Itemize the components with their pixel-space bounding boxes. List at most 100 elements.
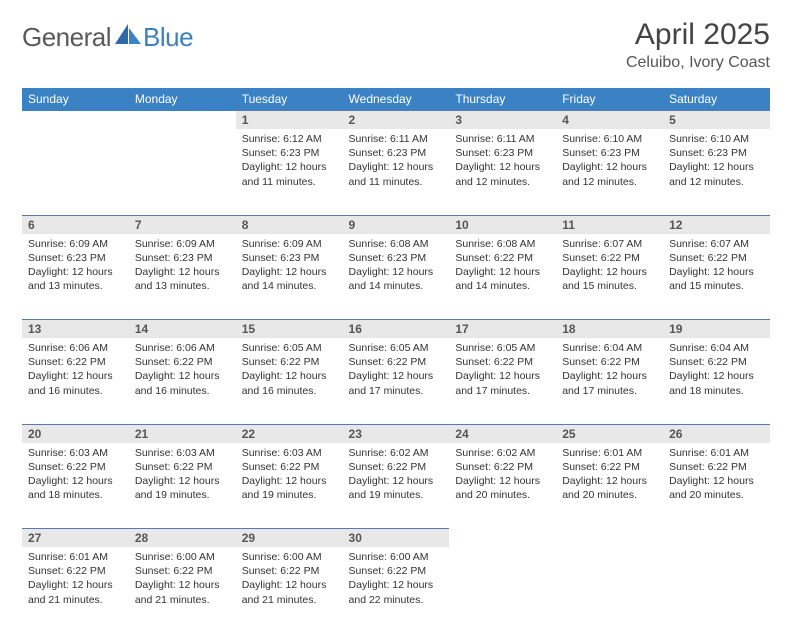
sunset-line: Sunset: 6:22 PM [669,460,764,474]
sunrise-line: Sunrise: 6:05 AM [349,341,444,355]
day-content-cell: Sunrise: 6:00 AMSunset: 6:22 PMDaylight:… [236,547,343,633]
sunrise-line: Sunrise: 6:10 AM [669,132,764,146]
day-number-cell: 25 [556,424,663,443]
day-content-cell: Sunrise: 6:05 AMSunset: 6:22 PMDaylight:… [449,338,556,424]
sunset-line: Sunset: 6:22 PM [135,460,230,474]
sunrise-line: Sunrise: 6:05 AM [242,341,337,355]
sunset-line: Sunset: 6:23 PM [669,146,764,160]
day-number-cell: 16 [343,320,450,339]
sunset-line: Sunset: 6:23 PM [562,146,657,160]
daylight-line: Daylight: 12 hours and 20 minutes. [669,474,764,502]
day-content-cell: Sunrise: 6:03 AMSunset: 6:22 PMDaylight:… [236,443,343,529]
day-number-cell: 23 [343,424,450,443]
day-content-cell: Sunrise: 6:06 AMSunset: 6:22 PMDaylight:… [129,338,236,424]
day-content-cell: Sunrise: 6:03 AMSunset: 6:22 PMDaylight:… [22,443,129,529]
sunrise-line: Sunrise: 6:09 AM [135,237,230,251]
sunset-line: Sunset: 6:22 PM [28,460,123,474]
daylight-line: Daylight: 12 hours and 21 minutes. [135,578,230,606]
day-number-cell: 15 [236,320,343,339]
day-content-cell: Sunrise: 6:06 AMSunset: 6:22 PMDaylight:… [22,338,129,424]
sunset-line: Sunset: 6:22 PM [135,355,230,369]
day-content-cell [22,129,129,215]
day-number-cell: 8 [236,215,343,234]
daylight-line: Daylight: 12 hours and 12 minutes. [562,160,657,188]
daylight-line: Daylight: 12 hours and 20 minutes. [562,474,657,502]
sunset-line: Sunset: 6:22 PM [242,460,337,474]
day-content-cell: Sunrise: 6:04 AMSunset: 6:22 PMDaylight:… [663,338,770,424]
day-number-cell: 27 [22,529,129,548]
day-number-cell: 5 [663,111,770,130]
sunset-line: Sunset: 6:22 PM [455,460,550,474]
day-content-row: Sunrise: 6:03 AMSunset: 6:22 PMDaylight:… [22,443,770,529]
sunrise-line: Sunrise: 6:08 AM [455,237,550,251]
day-content-cell: Sunrise: 6:01 AMSunset: 6:22 PMDaylight:… [663,443,770,529]
day-content-cell: Sunrise: 6:08 AMSunset: 6:23 PMDaylight:… [343,234,450,320]
sunset-line: Sunset: 6:23 PM [242,146,337,160]
weekday-header-row: Sunday Monday Tuesday Wednesday Thursday… [22,88,770,111]
day-number-row: 27282930 [22,529,770,548]
daylight-line: Daylight: 12 hours and 16 minutes. [28,369,123,397]
sunrise-line: Sunrise: 6:01 AM [562,446,657,460]
header: General Blue April 2025 Celuibo, Ivory C… [22,18,770,72]
day-number-cell: 10 [449,215,556,234]
day-number-cell: 28 [129,529,236,548]
day-content-cell: Sunrise: 6:02 AMSunset: 6:22 PMDaylight:… [343,443,450,529]
sunrise-line: Sunrise: 6:12 AM [242,132,337,146]
sunrise-line: Sunrise: 6:01 AM [669,446,764,460]
day-number-cell: 20 [22,424,129,443]
sunset-line: Sunset: 6:23 PM [135,251,230,265]
sunset-line: Sunset: 6:22 PM [28,355,123,369]
sunrise-line: Sunrise: 6:05 AM [455,341,550,355]
sunrise-line: Sunrise: 6:01 AM [28,550,123,564]
day-number-cell: 17 [449,320,556,339]
calendar-table: Sunday Monday Tuesday Wednesday Thursday… [22,88,770,633]
sunset-line: Sunset: 6:23 PM [349,251,444,265]
daylight-line: Daylight: 12 hours and 13 minutes. [28,265,123,293]
daylight-line: Daylight: 12 hours and 17 minutes. [455,369,550,397]
day-number-row: 12345 [22,111,770,130]
day-number-cell: 18 [556,320,663,339]
sunrise-line: Sunrise: 6:06 AM [135,341,230,355]
daylight-line: Daylight: 12 hours and 14 minutes. [349,265,444,293]
day-content-cell [556,547,663,633]
day-content-cell: Sunrise: 6:07 AMSunset: 6:22 PMDaylight:… [663,234,770,320]
sunrise-line: Sunrise: 6:02 AM [349,446,444,460]
day-content-cell: Sunrise: 6:05 AMSunset: 6:22 PMDaylight:… [343,338,450,424]
weekday-header: Sunday [22,88,129,111]
sunset-line: Sunset: 6:22 PM [562,355,657,369]
daylight-line: Daylight: 12 hours and 18 minutes. [669,369,764,397]
day-number-cell: 21 [129,424,236,443]
brand-logo: General Blue [22,22,193,53]
sunrise-line: Sunrise: 6:03 AM [135,446,230,460]
sunrise-line: Sunrise: 6:08 AM [349,237,444,251]
day-number-row: 20212223242526 [22,424,770,443]
brand-sail-icon [115,24,141,44]
sunrise-line: Sunrise: 6:00 AM [349,550,444,564]
day-number-cell: 9 [343,215,450,234]
sunset-line: Sunset: 6:23 PM [349,146,444,160]
daylight-line: Daylight: 12 hours and 15 minutes. [562,265,657,293]
sunset-line: Sunset: 6:22 PM [242,564,337,578]
sunset-line: Sunset: 6:22 PM [669,355,764,369]
daylight-line: Daylight: 12 hours and 11 minutes. [242,160,337,188]
day-number-cell [129,111,236,130]
sunset-line: Sunset: 6:22 PM [562,251,657,265]
day-content-cell: Sunrise: 6:11 AMSunset: 6:23 PMDaylight:… [343,129,450,215]
sunset-line: Sunset: 6:22 PM [242,355,337,369]
sunrise-line: Sunrise: 6:07 AM [669,237,764,251]
day-content-row: Sunrise: 6:01 AMSunset: 6:22 PMDaylight:… [22,547,770,633]
day-number-cell: 24 [449,424,556,443]
day-content-cell: Sunrise: 6:08 AMSunset: 6:22 PMDaylight:… [449,234,556,320]
day-number-cell: 19 [663,320,770,339]
daylight-line: Daylight: 12 hours and 17 minutes. [349,369,444,397]
sunset-line: Sunset: 6:22 PM [349,355,444,369]
day-content-cell: Sunrise: 6:11 AMSunset: 6:23 PMDaylight:… [449,129,556,215]
sunset-line: Sunset: 6:22 PM [28,564,123,578]
daylight-line: Daylight: 12 hours and 11 minutes. [349,160,444,188]
sunset-line: Sunset: 6:22 PM [455,355,550,369]
weekday-header: Friday [556,88,663,111]
day-content-cell [663,547,770,633]
day-number-cell: 2 [343,111,450,130]
day-content-cell: Sunrise: 6:00 AMSunset: 6:22 PMDaylight:… [129,547,236,633]
daylight-line: Daylight: 12 hours and 16 minutes. [242,369,337,397]
